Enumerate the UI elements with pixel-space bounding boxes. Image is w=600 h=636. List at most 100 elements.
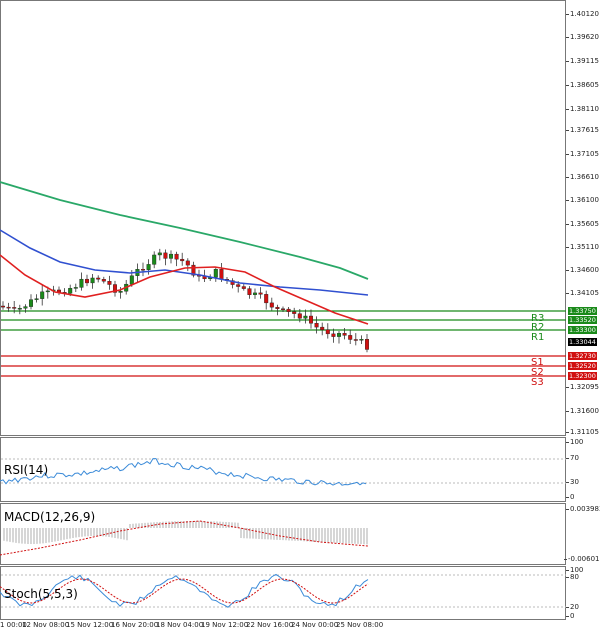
rsi-tick-0: 0 <box>565 493 575 501</box>
price-tick: 1.37105 <box>566 150 599 158</box>
candle-body <box>101 279 106 282</box>
candle-body <box>68 288 73 294</box>
candle-body <box>353 339 358 341</box>
candle-body <box>118 291 123 293</box>
stoch-tick-20: 20 <box>566 603 579 611</box>
level-price-s1: 1.32730 <box>568 352 597 360</box>
time-label: 22 Nov 16:00 <box>246 621 294 629</box>
level-price-r1: 1.33300 <box>568 326 597 334</box>
level-price-r2: 1.33520 <box>568 316 597 324</box>
candle-body <box>79 278 84 288</box>
price-tick: 1.35605 <box>566 220 599 228</box>
level-label-s2: S2 <box>531 367 544 378</box>
candle-body <box>191 264 196 276</box>
stoch-main-line <box>0 573 369 608</box>
time-label: 1 00:00 <box>0 621 27 629</box>
level-label-r3: R3 <box>531 313 545 324</box>
rsi-tick-100: 100 <box>565 438 584 446</box>
candle-body <box>303 315 308 319</box>
candle-body <box>292 311 297 314</box>
level-label-s3: S3 <box>531 377 544 388</box>
price-tick: 1.39620 <box>566 33 599 41</box>
rsi-tick-30: 30 <box>566 478 579 486</box>
price-tick: 1.38110 <box>566 105 599 113</box>
candle-body <box>107 281 112 285</box>
candle-body <box>236 284 241 287</box>
time-label: 24 Nov 00:00 <box>291 621 339 629</box>
level-price-r3: 1.33750 <box>568 307 597 315</box>
stoch-label: Stoch(5,5,3) <box>4 587 78 601</box>
price-tick: 1.38605 <box>566 81 599 89</box>
candle-body <box>168 253 173 259</box>
candle-body <box>325 329 330 335</box>
candle-body <box>337 333 342 337</box>
macd-label: MACD(12,26,9) <box>4 510 96 524</box>
level-label-r2: R2 <box>531 322 545 333</box>
ma-mid-line <box>0 229 369 296</box>
price-tick: 1.34600 <box>566 266 599 274</box>
level-label-r1: R1 <box>531 332 545 343</box>
level-price-s3: 1.32300 <box>568 372 597 380</box>
candle-body <box>241 286 246 289</box>
candle-body <box>320 326 325 330</box>
ma-fast-line <box>0 254 369 325</box>
candle-body <box>34 298 39 300</box>
candle-body <box>365 339 370 350</box>
candle-body <box>258 292 263 295</box>
candle-body <box>152 254 157 265</box>
candle-body <box>213 269 218 278</box>
price-tick: 1.40120 <box>566 10 599 18</box>
candle-body <box>348 335 353 340</box>
candle-body <box>12 307 17 309</box>
time-label: 19 Nov 12:00 <box>201 621 249 629</box>
candle-body <box>129 275 134 285</box>
candle-body <box>185 260 190 266</box>
price-tick: 1.31600 <box>566 407 599 415</box>
candle-body <box>180 258 185 262</box>
price-tick: 1.36610 <box>566 173 599 181</box>
stoch-tick-100: 100 <box>565 566 584 574</box>
candle-body <box>269 302 274 308</box>
candle-body <box>29 299 34 307</box>
candle-body <box>247 288 252 295</box>
candle-body <box>157 252 162 256</box>
candle-body <box>96 277 101 280</box>
candle-body <box>275 306 280 309</box>
candle-body <box>17 308 22 310</box>
macd-tick-max: 0.003983 <box>565 505 600 513</box>
price-tick: 1.32095 <box>566 383 599 391</box>
candle-body <box>84 278 89 284</box>
candle-body <box>40 291 45 299</box>
candle-body <box>146 264 151 270</box>
price-tick: 1.31105 <box>566 428 599 436</box>
candle-body <box>163 252 168 259</box>
level-price-s2: 1.32520 <box>568 362 597 370</box>
time-label: 15 Nov 12:00 <box>66 621 114 629</box>
candle-body <box>314 323 319 328</box>
candle-body <box>112 284 117 293</box>
rsi-pane[interactable] <box>0 437 566 502</box>
candle-body <box>286 308 291 312</box>
candle-body <box>264 294 269 304</box>
rsi-line <box>0 458 367 486</box>
macd-signal-line <box>0 520 369 556</box>
price-tick: 1.34105 <box>566 289 599 297</box>
current-price-box: 1.33044 <box>568 338 597 346</box>
candle-body <box>342 333 347 336</box>
candle-body <box>6 306 11 309</box>
candle-body <box>309 315 314 324</box>
candle-body <box>23 306 28 309</box>
candle-body <box>90 277 95 284</box>
candle-body <box>45 290 50 293</box>
price-chart-pane[interactable] <box>0 0 566 436</box>
rsi-label: RSI(14) <box>4 463 49 477</box>
candle-body <box>252 292 257 295</box>
time-label: 16 Nov 20:00 <box>111 621 159 629</box>
stoch-tick-80: 80 <box>566 573 579 581</box>
ma-slow-line <box>0 181 369 280</box>
rsi-tick-70: 70 <box>566 454 579 462</box>
time-label: 25 Nov 08:00 <box>336 621 384 629</box>
candle-body <box>219 269 224 280</box>
